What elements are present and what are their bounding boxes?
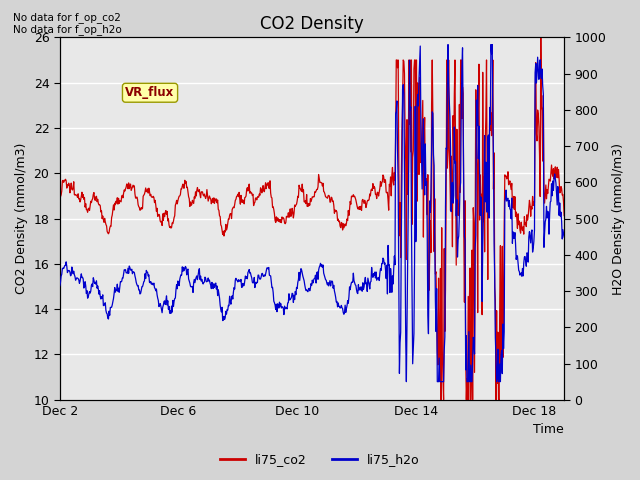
Title: CO2 Density: CO2 Density bbox=[260, 15, 364, 33]
Y-axis label: H2O Density (mmol/m3): H2O Density (mmol/m3) bbox=[612, 143, 625, 295]
Legend: li75_co2, li75_h2o: li75_co2, li75_h2o bbox=[215, 448, 425, 471]
Text: No data for f_op_co2: No data for f_op_co2 bbox=[13, 12, 121, 23]
Y-axis label: CO2 Density (mmol/m3): CO2 Density (mmol/m3) bbox=[15, 143, 28, 294]
X-axis label: Time: Time bbox=[533, 423, 564, 436]
Text: No data for f_op_h2o: No data for f_op_h2o bbox=[13, 24, 122, 35]
Text: VR_flux: VR_flux bbox=[125, 86, 175, 99]
